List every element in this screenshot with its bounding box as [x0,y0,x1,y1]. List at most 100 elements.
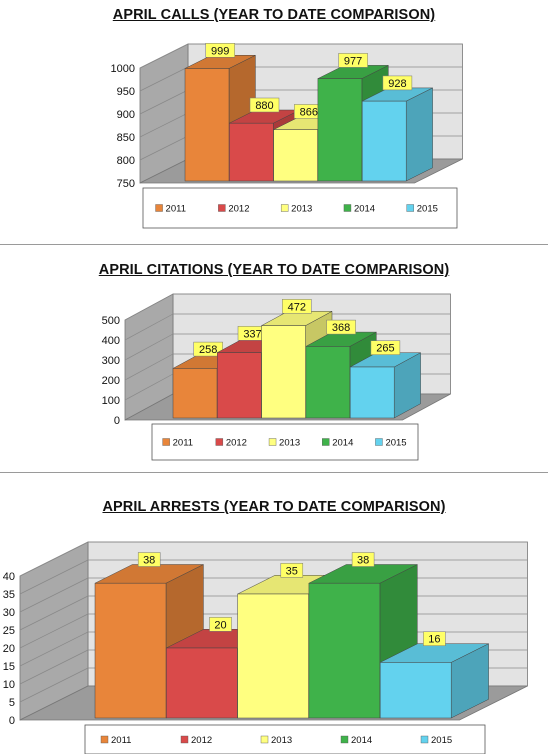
data-label-box [338,53,368,68]
chart-group: 0 100 200 300 400 500 258 337 472 368 265 2011 2012 2… [102,293,451,461]
y-tick-label: 850 [117,132,135,144]
gridline [139,89,189,115]
legend-label: 2013 [279,438,300,449]
legend-swatch [260,735,269,744]
gridline [19,631,89,667]
y-tick-label: 500 [102,315,120,327]
y-tick-label: 0 [9,715,15,727]
gridline [19,559,89,595]
gridline [124,373,174,401]
legend-swatch [375,438,383,446]
legend-label: 2014 [351,735,372,746]
data-label-box [209,617,232,632]
data-label-box [423,631,446,646]
y-tick-label: 750 [117,178,135,190]
legend-label: 2011 [173,438,193,449]
data-label-box [205,43,235,58]
data-label: 977 [344,55,362,67]
legend [84,724,486,754]
citations-chart: APRIL CITATIONS (YEAR TO DATE COMPARISON… [0,250,548,465]
data-label-box [193,341,223,357]
bar-front [166,647,238,719]
y-tick-label: 200 [102,375,120,387]
chart-title: APRIL CALLS (YEAR TO DATE COMPARISON) [112,7,436,23]
y-tick-label: 950 [117,86,135,98]
divider [0,244,548,245]
gridline [19,613,89,649]
data-label-box [280,563,304,578]
bar [349,352,421,419]
data-label: 20 [214,619,226,631]
bar-front [379,662,452,719]
data-label: 999 [211,45,229,57]
bar-front [172,368,218,419]
data-label-box [351,552,375,567]
y-tick-label: 800 [117,155,135,167]
legend-swatch [215,438,224,446]
data-label: 866 [300,106,318,118]
gridline [124,313,174,341]
bar-front [349,366,395,419]
data-label: 265 [376,343,394,355]
gridline [124,353,174,381]
bar-front [217,352,262,419]
y-tick-label: 35 [3,589,15,601]
bar-front [317,78,363,182]
legend-swatch [180,735,189,744]
chart-group: 0 5 10 15 20 25 30 35 40 38 20 35 38 16 2011 2012 2013 20… [3,541,528,754]
legend-label: 2012 [226,438,247,449]
bar-front [305,346,351,419]
data-label: 38 [357,555,369,567]
bar-front [237,593,309,719]
data-label: 337 [243,328,261,340]
bar-front [94,582,167,719]
gridline [139,66,189,92]
y-tick-label: 20 [3,643,15,655]
arrests-chart: APRIL ARRESTS (YEAR TO DATE COMPARISON) … [0,485,548,754]
y-tick-label: 30 [3,607,15,619]
gridline [19,667,89,703]
legend-swatch [218,204,226,212]
gridline [19,649,89,685]
y-tick-label: 300 [102,355,120,367]
y-tick-label: 25 [3,625,15,637]
data-label-box [370,340,401,355]
bar-front [273,129,318,182]
legend-swatch [406,204,414,212]
legend-label: 2015 [417,204,438,215]
legend-swatch [420,735,429,744]
data-label: 38 [143,555,155,567]
y-tick-label: 400 [102,335,120,347]
legend-swatch [100,735,109,744]
gridline [19,577,89,613]
data-label-box [249,97,280,113]
data-label: 880 [255,100,273,112]
data-label-box [326,319,356,335]
legend-swatch [162,438,170,446]
legend-label: 2011 [111,735,131,746]
calls-chart-plot: 750 800 850 900 950 1000 999 880 866 977 928 2011 20… [111,43,463,229]
data-label: 928 [388,78,406,90]
bar-front [184,68,230,182]
legend-swatch [322,438,330,446]
legend-label: 2012 [228,204,249,215]
legend-swatch [343,204,352,212]
chart-title: APRIL CITATIONS (YEAR TO DATE COMPARISON… [98,262,450,278]
legend-label: 2012 [191,735,212,746]
legend-label: 2013 [271,735,292,746]
legend-label: 2014 [354,204,375,215]
bar-front [261,325,306,419]
y-tick-label: 40 [3,571,15,583]
data-label: 16 [428,634,440,646]
gridline [19,541,89,577]
arrests-chart-plot: 0 5 10 15 20 25 30 35 40 38 20 35 38 16 2011 2012 2013 20… [3,541,528,754]
chart-title: APRIL ARRESTS (YEAR TO DATE COMPARISON) [102,499,446,515]
data-label: 368 [332,322,350,334]
legend-label: 2015 [385,438,406,449]
data-label-box [137,552,161,567]
legend-swatch [155,204,163,212]
y-tick-label: 0 [114,415,120,427]
calls-chart: APRIL CALLS (YEAR TO DATE COMPARISON) 75… [0,0,548,235]
legend [142,187,458,229]
legend-swatch [280,204,289,212]
